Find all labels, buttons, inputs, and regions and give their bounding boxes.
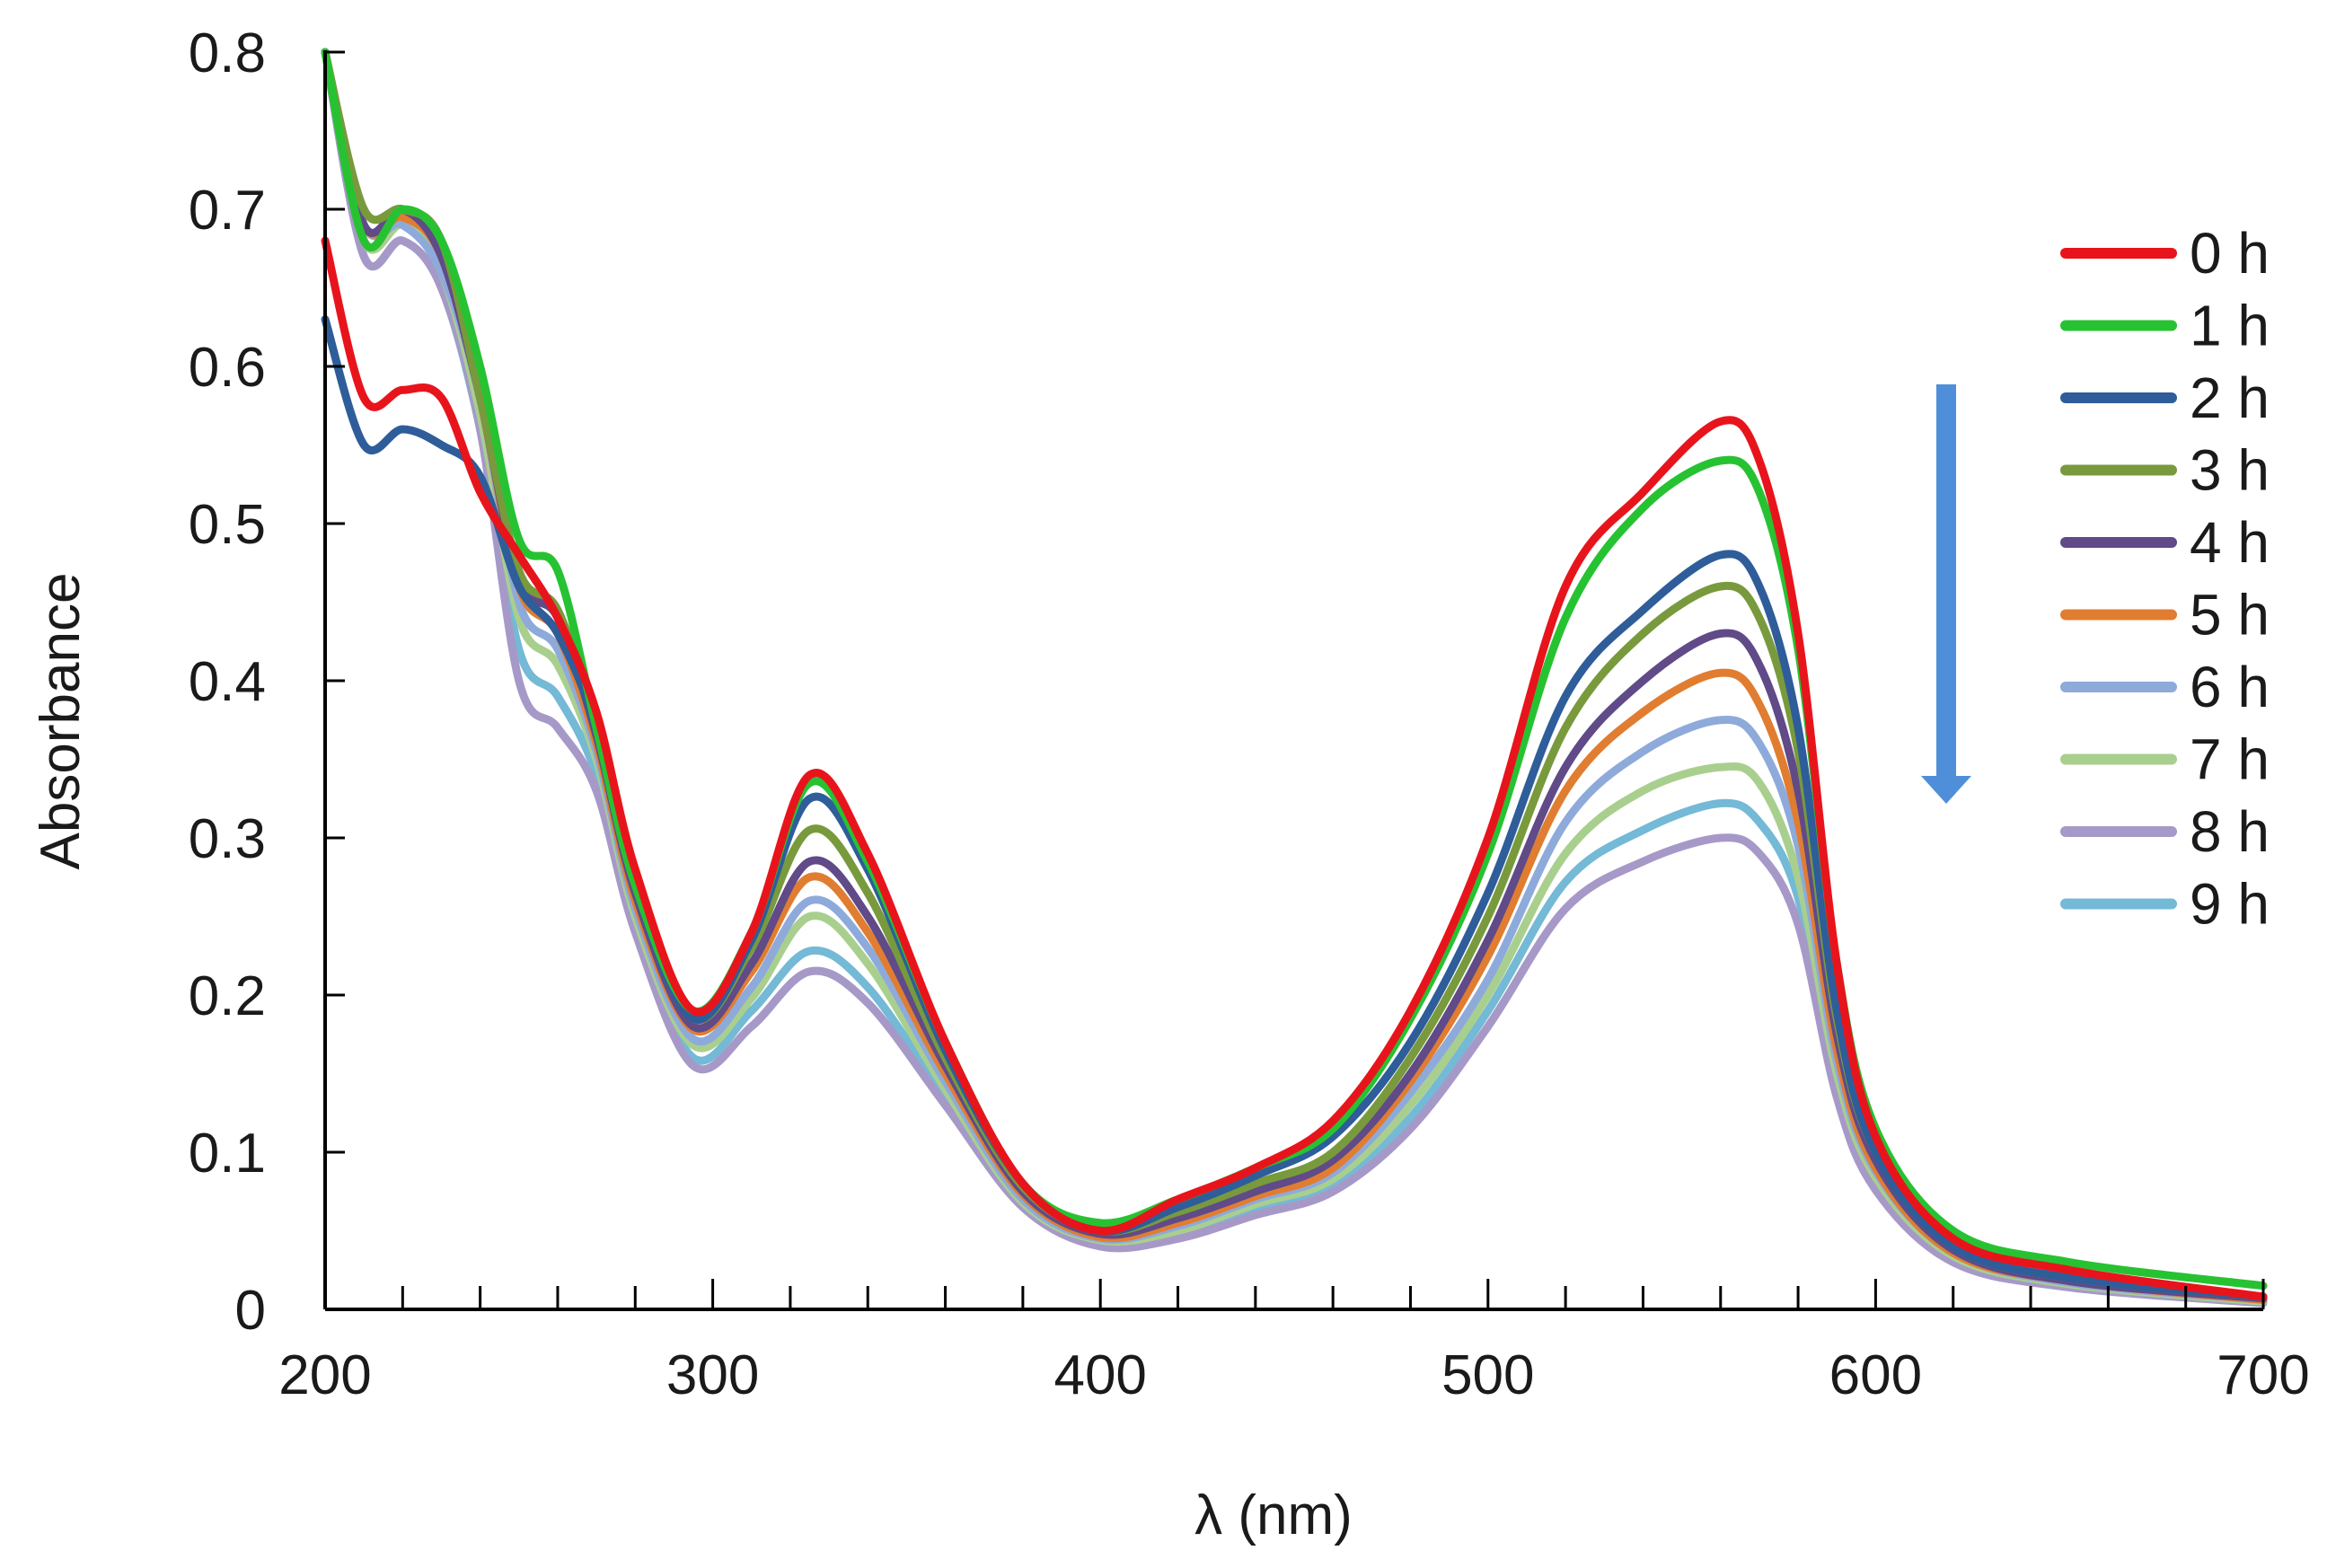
series-line-7h xyxy=(321,48,2268,1306)
series-line-1h xyxy=(321,48,2268,1291)
series-line-8h xyxy=(321,48,2268,1308)
y-tick-label: 0.1 xyxy=(189,1123,266,1185)
legend-item-0h: 0 h xyxy=(2060,221,2270,286)
legend-label: 5 h xyxy=(2190,583,2270,647)
y-tick-label: 0.6 xyxy=(189,337,266,399)
series-line-5h xyxy=(321,48,2268,1304)
y-tick-label: 0.3 xyxy=(189,808,266,870)
legend-label: 9 h xyxy=(2190,872,2270,937)
decrease-arrow-icon xyxy=(1921,384,1971,804)
y-tick-label: 0.4 xyxy=(189,651,266,713)
series-line-6h xyxy=(321,48,2268,1304)
legend-item-8h: 8 h xyxy=(2060,799,2270,864)
axes xyxy=(323,50,2263,1311)
x-tick-label: 600 xyxy=(1829,1344,1922,1406)
legend-item-5h: 5 h xyxy=(2060,583,2270,647)
legend-label: 8 h xyxy=(2190,799,2270,864)
ticks: 200 300 400 500 600 700 0 0.1 0.2 0.3 0.4 0.5 0.6 0.7… xyxy=(189,22,2310,1406)
legend-item-6h: 6 h xyxy=(2060,655,2270,719)
y-tick-label: 0.8 xyxy=(189,22,266,84)
y-tick-label: 0.2 xyxy=(189,965,266,1027)
legend-label: 2 h xyxy=(2190,366,2270,430)
series-line-3h xyxy=(321,48,2268,1301)
legend-label: 6 h xyxy=(2190,655,2270,719)
legend-label: 7 h xyxy=(2190,727,2270,792)
legend-item-3h: 3 h xyxy=(2060,438,2270,503)
legend-label: 4 h xyxy=(2190,510,2270,575)
legend-item-9h: 9 h xyxy=(2060,872,2270,937)
y-axis-title: Absorbance xyxy=(30,573,92,870)
x-tick-label: 300 xyxy=(666,1344,759,1406)
plot-lines xyxy=(321,48,2268,1308)
legend-label: 1 h xyxy=(2190,294,2270,358)
legend-item-4h: 4 h xyxy=(2060,510,2270,575)
series-line-0h xyxy=(321,236,2268,1301)
legend-label: 3 h xyxy=(2190,438,2270,503)
legend-item-2h: 2 h xyxy=(2060,366,2270,430)
legend-item-1h: 1 h xyxy=(2060,294,2270,358)
x-tick-label: 200 xyxy=(278,1344,371,1406)
series-line-9h xyxy=(321,48,2268,1306)
x-tick-label: 400 xyxy=(1053,1344,1146,1406)
series-line-4h xyxy=(321,48,2268,1303)
x-tick-label: 700 xyxy=(2217,1344,2309,1406)
y-tick-label: 0.5 xyxy=(189,494,266,556)
x-axis-title: λ (nm) xyxy=(1194,1484,1353,1546)
y-tick-label: 0.7 xyxy=(189,180,266,242)
legend: 0 h 1 h 2 h 3 h 4 h 5 h 6 h 7 h 8 h 9 h xyxy=(2060,221,2270,937)
x-tick-label: 500 xyxy=(1441,1344,1534,1406)
arrow-head xyxy=(1921,776,1971,804)
y-tick-label: 0 xyxy=(235,1280,266,1342)
legend-item-7h: 7 h xyxy=(2060,727,2270,792)
legend-label: 0 h xyxy=(2190,221,2270,286)
